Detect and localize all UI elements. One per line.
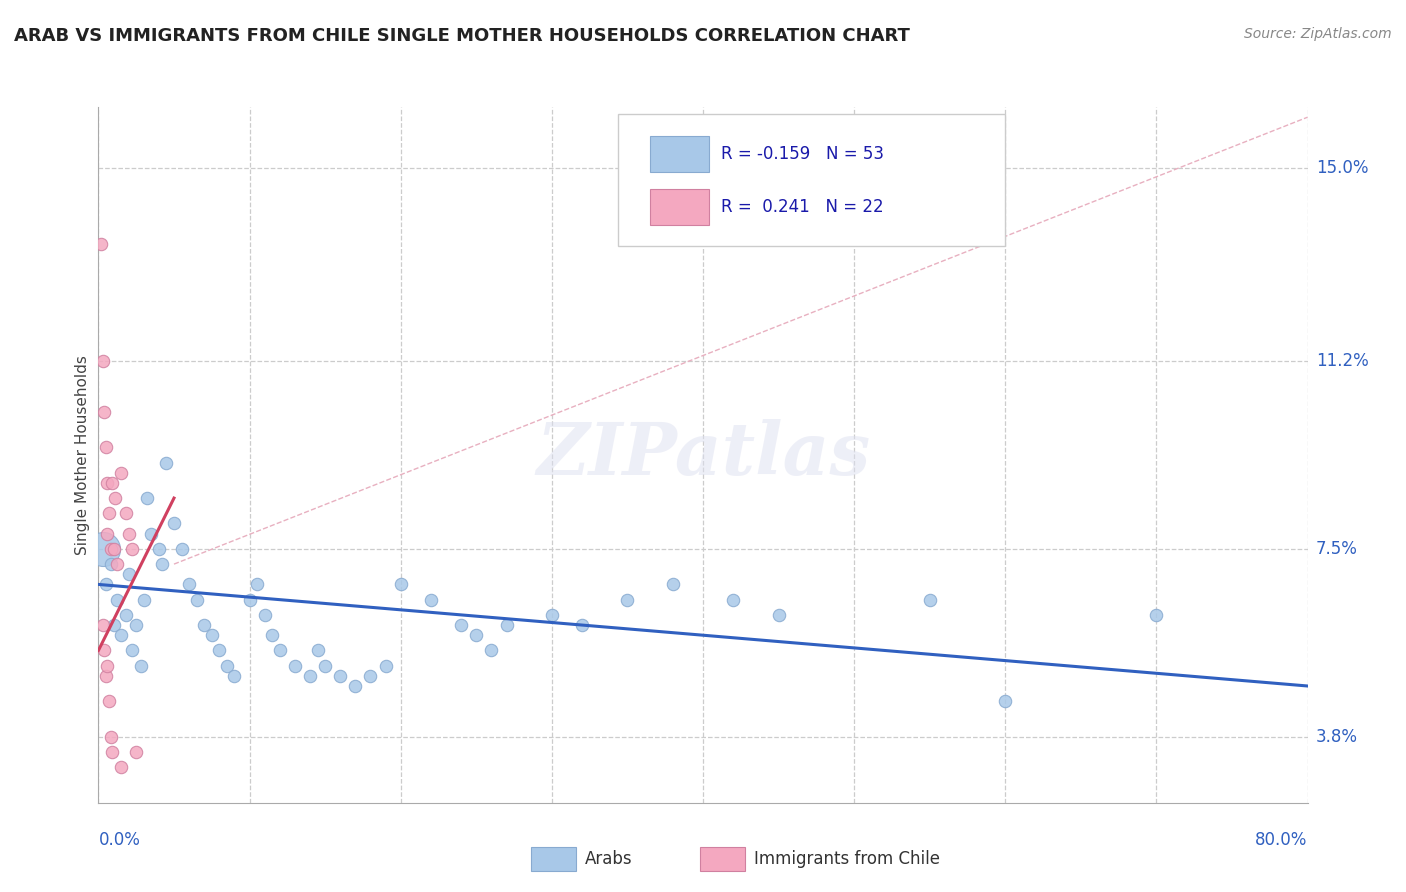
Point <box>723 592 745 607</box>
Point <box>307 643 329 657</box>
Point <box>420 592 443 607</box>
Point <box>201 628 224 642</box>
Point <box>148 541 170 556</box>
Point <box>105 592 128 607</box>
Point <box>98 506 121 520</box>
Point <box>104 491 127 505</box>
Point <box>374 658 396 673</box>
Point <box>101 745 124 759</box>
Point <box>179 577 201 591</box>
Point <box>314 658 336 673</box>
Point <box>246 577 269 591</box>
Text: 0.0%: 0.0% <box>98 830 141 848</box>
Point <box>170 541 193 556</box>
Point <box>125 745 148 759</box>
Point <box>114 607 136 622</box>
Text: 7.5%: 7.5% <box>1316 540 1358 558</box>
Point <box>110 628 132 642</box>
Point <box>284 658 307 673</box>
Point <box>193 618 215 632</box>
Point <box>616 592 638 607</box>
Point <box>96 658 118 673</box>
Point <box>135 491 157 505</box>
Point <box>918 592 941 607</box>
Point <box>495 618 517 632</box>
Point <box>450 618 472 632</box>
Point <box>96 526 118 541</box>
Point <box>1144 607 1167 622</box>
Point <box>208 643 231 657</box>
Point <box>129 658 152 673</box>
Point <box>98 694 121 708</box>
Point <box>215 658 238 673</box>
Y-axis label: Single Mother Households: Single Mother Households <box>75 355 90 555</box>
Point <box>100 557 122 571</box>
Text: R = -0.159   N = 53: R = -0.159 N = 53 <box>721 145 884 163</box>
Point <box>253 607 276 622</box>
FancyBboxPatch shape <box>619 114 1005 246</box>
Point <box>118 526 141 541</box>
Point <box>125 618 148 632</box>
Point <box>661 577 683 591</box>
Text: 15.0%: 15.0% <box>1316 159 1368 177</box>
Point <box>110 760 132 774</box>
Point <box>155 456 177 470</box>
Point <box>91 354 114 368</box>
FancyBboxPatch shape <box>650 136 709 172</box>
Point <box>105 557 128 571</box>
Text: Source: ZipAtlas.com: Source: ZipAtlas.com <box>1244 27 1392 41</box>
Text: 11.2%: 11.2% <box>1316 352 1368 370</box>
Point <box>110 466 132 480</box>
Point <box>299 669 322 683</box>
Point <box>239 592 262 607</box>
Point <box>96 475 118 490</box>
Point <box>101 475 124 490</box>
Point <box>540 607 562 622</box>
Text: ARAB VS IMMIGRANTS FROM CHILE SINGLE MOTHER HOUSEHOLDS CORRELATION CHART: ARAB VS IMMIGRANTS FROM CHILE SINGLE MOT… <box>14 27 910 45</box>
Point <box>389 577 412 591</box>
FancyBboxPatch shape <box>650 189 709 226</box>
Text: ZIPatlas: ZIPatlas <box>536 419 870 491</box>
Point <box>103 541 125 556</box>
Text: Immigrants from Chile: Immigrants from Chile <box>754 850 939 868</box>
Point <box>344 679 367 693</box>
Point <box>91 541 114 556</box>
Point <box>186 592 208 607</box>
Point <box>994 694 1017 708</box>
Point <box>269 643 291 657</box>
Point <box>224 669 246 683</box>
Point <box>93 405 115 419</box>
Text: 3.8%: 3.8% <box>1316 728 1358 746</box>
Point <box>100 730 122 744</box>
Point <box>262 628 284 642</box>
Point <box>118 567 141 582</box>
Point <box>94 669 117 683</box>
Point <box>571 618 593 632</box>
Point <box>768 607 790 622</box>
Point <box>360 669 382 683</box>
Point <box>141 526 163 541</box>
Point <box>150 557 173 571</box>
Point <box>163 516 186 531</box>
Point <box>132 592 155 607</box>
Text: R =  0.241   N = 22: R = 0.241 N = 22 <box>721 198 884 216</box>
Point <box>481 643 503 657</box>
Text: Arabs: Arabs <box>585 850 633 868</box>
Point <box>91 618 114 632</box>
Point <box>114 506 136 520</box>
Point <box>465 628 488 642</box>
Point <box>100 541 122 556</box>
Point <box>94 577 117 591</box>
Point <box>103 618 125 632</box>
Point <box>329 669 352 683</box>
Point <box>93 643 115 657</box>
Point <box>90 237 112 252</box>
Point <box>121 643 143 657</box>
Point <box>121 541 143 556</box>
Text: 80.0%: 80.0% <box>1256 830 1308 848</box>
Point <box>94 440 117 454</box>
